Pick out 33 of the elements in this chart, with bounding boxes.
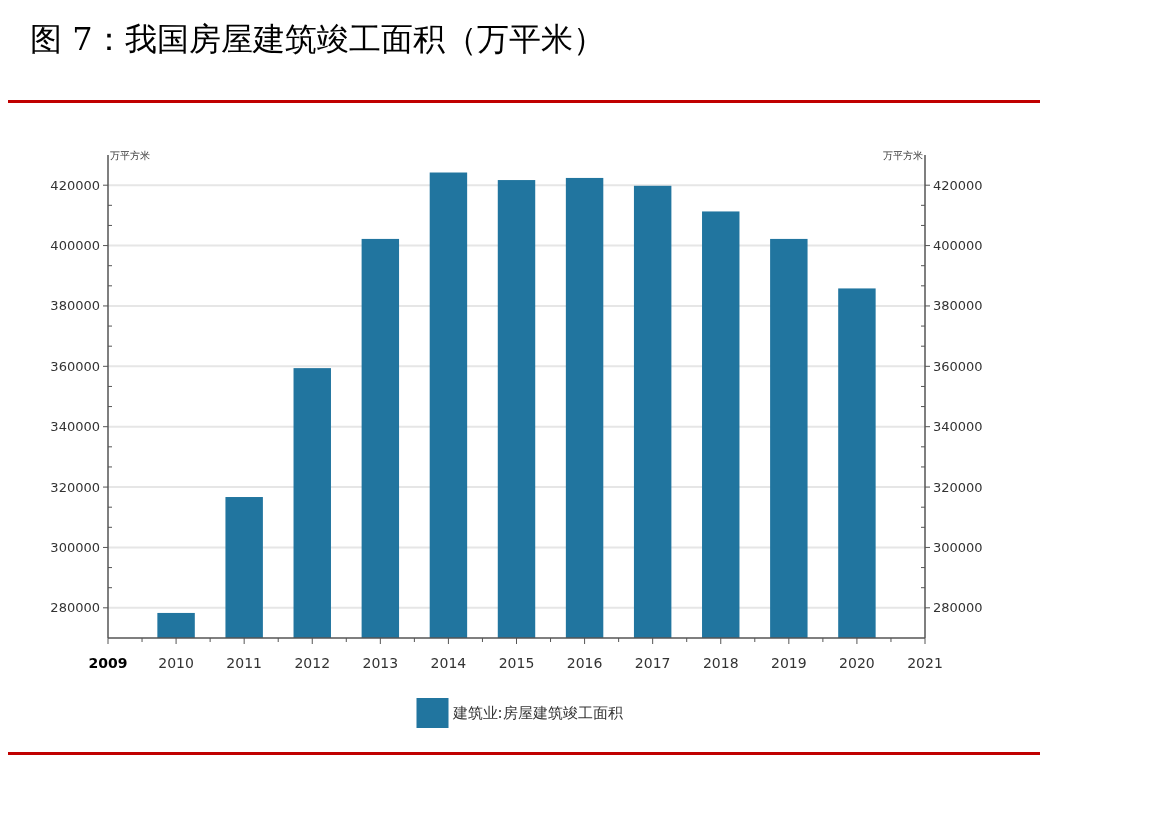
y2-tick-label: 380000 bbox=[933, 298, 983, 314]
x-tick-label: 2011 bbox=[226, 655, 262, 671]
y-tick-label: 360000 bbox=[50, 358, 100, 374]
x-tick-label: 2012 bbox=[294, 655, 331, 671]
y-tick-label: 400000 bbox=[50, 238, 100, 254]
x-tick-label: 2010 bbox=[158, 655, 194, 671]
y2-tick-label: 340000 bbox=[933, 419, 983, 435]
y-tick-label: 300000 bbox=[50, 539, 100, 555]
y-tick-label: 340000 bbox=[50, 419, 100, 435]
y2-axis-title: 万平方米 bbox=[883, 150, 923, 161]
y2-tick-label: 320000 bbox=[933, 479, 983, 495]
y2-tick-label: 400000 bbox=[933, 238, 983, 254]
y-tick-label: 280000 bbox=[50, 600, 100, 616]
x-tick-label: 2014 bbox=[430, 655, 467, 671]
y-tick-label: 420000 bbox=[50, 177, 100, 193]
x-tick-label: 2015 bbox=[498, 655, 535, 671]
x-tick-label: 2020 bbox=[839, 655, 875, 671]
y2-tick-label: 300000 bbox=[933, 539, 983, 555]
x-tick-label: 2016 bbox=[566, 655, 603, 671]
y-tick-label: 320000 bbox=[50, 479, 100, 495]
legend-label: 建筑业:房屋建筑竣工面积 bbox=[451, 704, 623, 723]
x-tick-label: 2019 bbox=[771, 655, 807, 671]
y2-tick-label: 420000 bbox=[933, 177, 983, 193]
x-tick-label: 2018 bbox=[702, 655, 739, 671]
y-axis-title: 万平方米 bbox=[110, 150, 150, 161]
y2-tick-label: 360000 bbox=[933, 358, 983, 374]
x-tick-label: 2017 bbox=[634, 655, 671, 671]
x-tick-label: 2013 bbox=[362, 655, 399, 671]
y2-tick-label: 280000 bbox=[933, 600, 983, 616]
x-tick-label: 2021 bbox=[907, 655, 943, 671]
chart-title: 图 7：我国房屋建筑竣工面积（万平米） bbox=[30, 20, 605, 58]
y-tick-label: 380000 bbox=[50, 298, 100, 314]
x-tick-label: 2009 bbox=[88, 655, 128, 671]
